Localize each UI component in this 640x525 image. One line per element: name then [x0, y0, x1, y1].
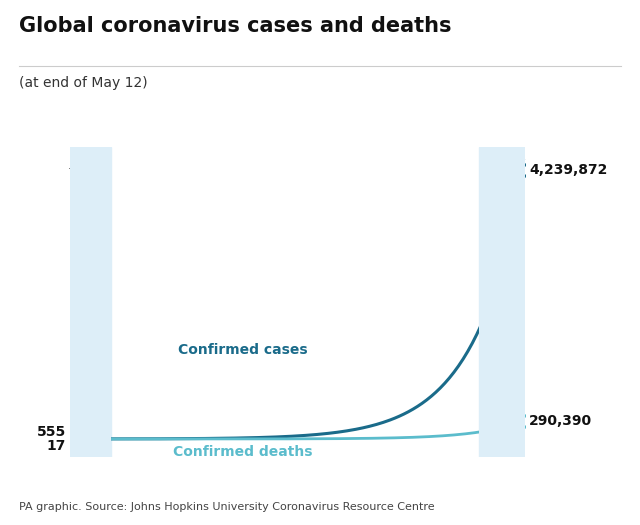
Text: Global coronavirus cases and deaths: Global coronavirus cases and deaths: [19, 16, 452, 36]
Bar: [479, 147, 525, 457]
Bar: [70, 147, 111, 457]
Text: (at end of May 12): (at end of May 12): [19, 76, 148, 90]
Text: 290,390: 290,390: [529, 414, 593, 427]
Text: 555: 555: [36, 425, 66, 439]
Text: 17: 17: [47, 439, 66, 453]
Text: May 12
2020: May 12 2020: [478, 156, 526, 184]
Text: PA graphic. Source: Johns Hopkins University Coronavirus Resource Centre: PA graphic. Source: Johns Hopkins Univer…: [19, 502, 435, 512]
Text: Jan 22
2020: Jan 22 2020: [70, 156, 112, 184]
Text: Confirmed cases: Confirmed cases: [179, 343, 308, 357]
Text: 4,239,872: 4,239,872: [529, 163, 608, 177]
Text: Confirmed deaths: Confirmed deaths: [173, 445, 313, 459]
